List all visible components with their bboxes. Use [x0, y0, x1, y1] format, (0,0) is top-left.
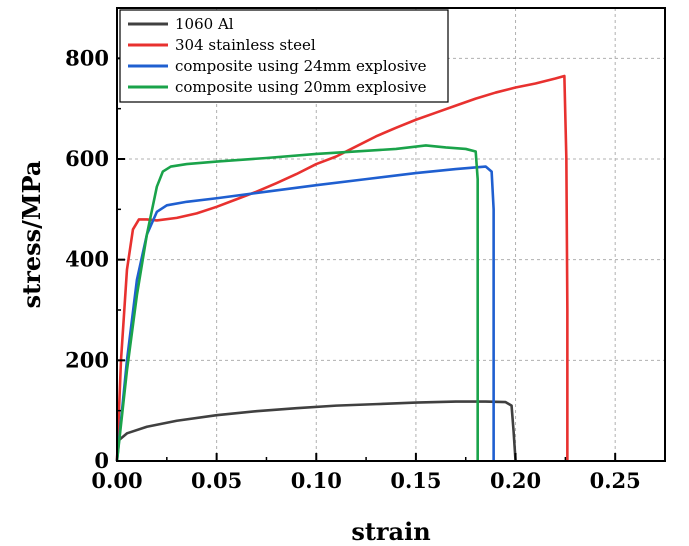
legend-label: 1060 Al — [175, 15, 234, 33]
axis-ticks: 0.00 0.05 0.10 0.15 0.20 0.25 0 200 400 600 800 — [65, 45, 666, 493]
legend-label: composite using 24mm explosive — [175, 57, 427, 75]
legend-label: composite using 20mm explosive — [175, 78, 427, 96]
x-tick-label: 0.15 — [390, 468, 441, 493]
x-tick-label: 0.05 — [191, 468, 242, 493]
series-lines — [115, 74, 569, 462]
series-line-3 — [115, 144, 479, 462]
x-axis-title: strain — [351, 517, 430, 546]
y-tick-label: 600 — [65, 146, 109, 171]
legend-label: 304 stainless steel — [175, 36, 316, 54]
legend: 1060 Al 304 stainless steel composite usin… — [119, 9, 449, 103]
series-line-0 — [115, 400, 517, 462]
legend-box — [119, 9, 449, 103]
x-tick-label: 0.10 — [291, 468, 342, 493]
series-line-1 — [115, 74, 569, 462]
y-tick-label: 200 — [65, 347, 109, 372]
y-tick-label: 800 — [65, 45, 109, 70]
plot-frame — [116, 7, 666, 462]
y-tick-label: 0 — [94, 448, 109, 473]
y-axis-title: stress/MPa — [17, 161, 46, 309]
y-tick-label: 400 — [65, 247, 109, 272]
series-line-2 — [115, 165, 495, 462]
x-tick-label: 0.25 — [590, 468, 641, 493]
x-tick-label: 0.20 — [490, 468, 541, 493]
x-tick-label: 0.00 — [91, 468, 142, 493]
